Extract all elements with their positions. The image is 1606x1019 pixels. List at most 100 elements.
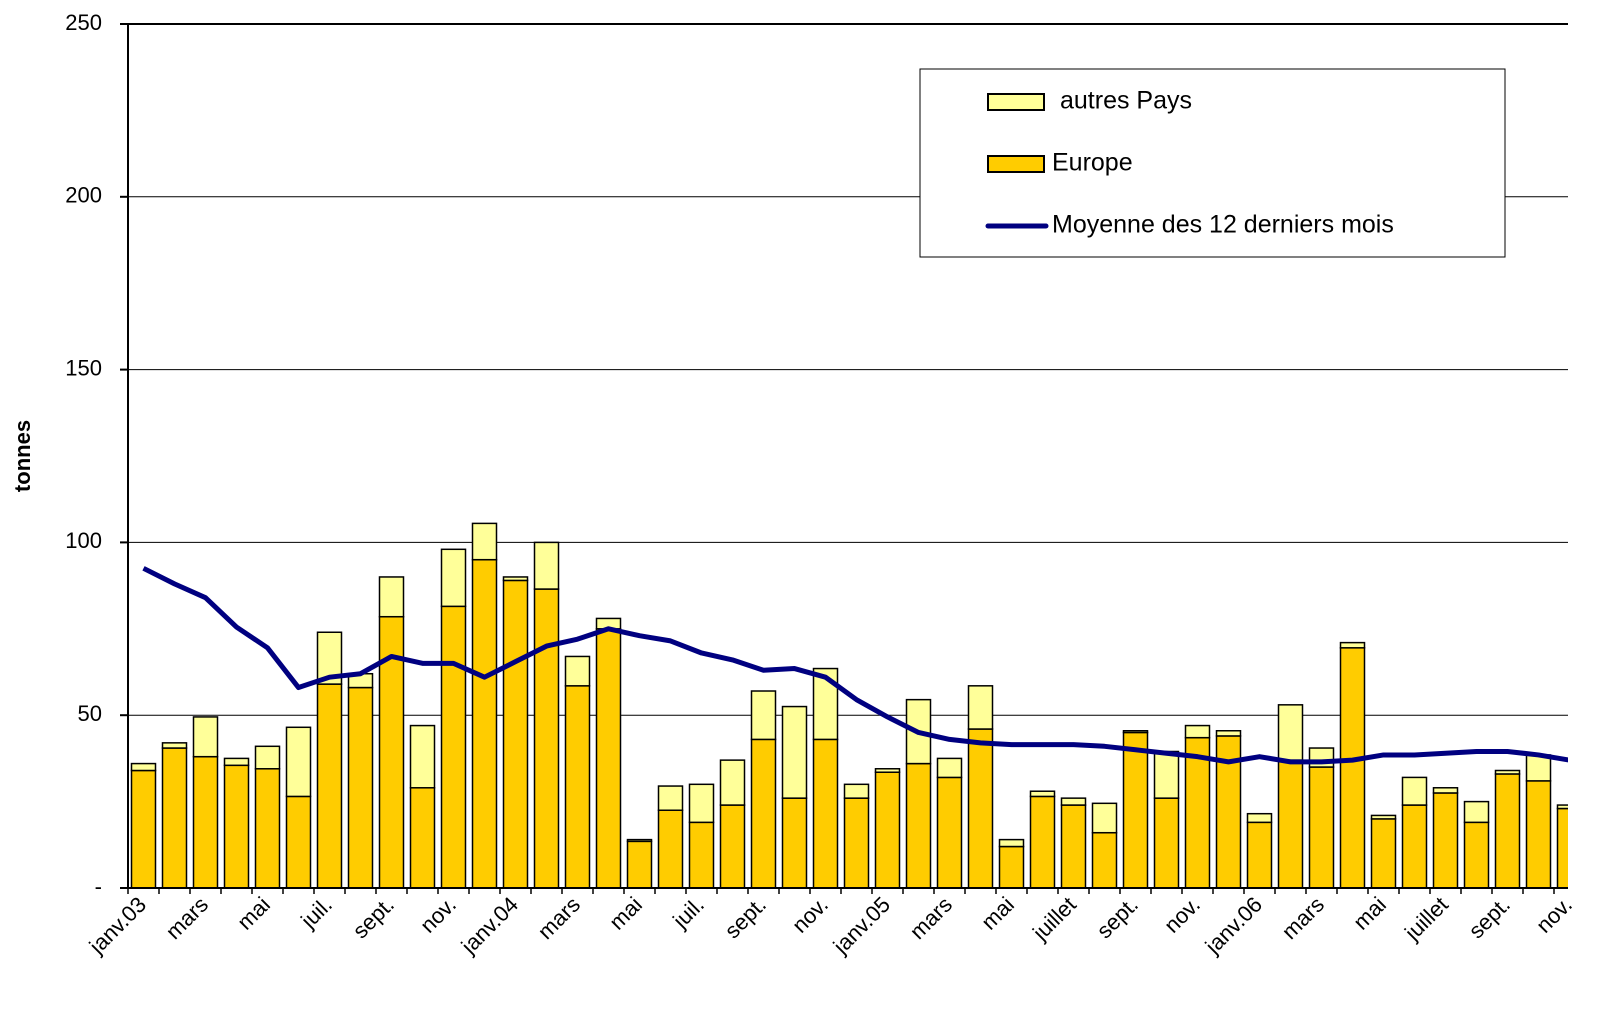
bar-segment xyxy=(967,685,994,730)
bar-segment xyxy=(1339,647,1366,889)
bar-segment xyxy=(1091,831,1118,889)
bar-segment xyxy=(1122,731,1149,889)
bar-segment xyxy=(843,783,870,799)
bar-segment xyxy=(285,795,312,889)
bar-segment xyxy=(1122,730,1149,734)
x-tick-label: juil. xyxy=(667,892,709,934)
bar-segment xyxy=(1060,797,1087,806)
bar-segment xyxy=(409,787,436,889)
bar-segment xyxy=(130,762,157,772)
bar-segment xyxy=(316,683,343,889)
bar-segment xyxy=(1463,800,1490,824)
bar-segment xyxy=(533,588,560,889)
x-tick-label: mars xyxy=(161,892,213,944)
x-tick-label: juillet xyxy=(1399,892,1453,946)
bar-segment xyxy=(471,558,498,889)
bar-segment xyxy=(471,522,498,561)
y-axis-label: tonnes xyxy=(10,420,35,492)
bar-segment xyxy=(750,690,777,741)
x-tick-label: mars xyxy=(905,892,957,944)
bar-segment xyxy=(409,724,436,789)
bar-segment xyxy=(781,797,808,889)
bar-segment xyxy=(1339,641,1366,649)
bar-segment xyxy=(1277,759,1304,889)
bar-segment xyxy=(1091,802,1118,834)
x-tick-label: janv.05 xyxy=(828,892,895,959)
bar-segment xyxy=(564,655,591,687)
bar-segment xyxy=(1153,797,1180,889)
x-tick-label: nov. xyxy=(415,892,461,938)
bar-segment xyxy=(967,728,994,889)
bar-segment xyxy=(223,757,250,767)
y-tick-label: 100 xyxy=(65,528,102,553)
bar-segment xyxy=(192,755,219,889)
bar-segment xyxy=(1060,804,1087,889)
bar-segment xyxy=(440,605,467,889)
bar-segment xyxy=(781,705,808,799)
bar-segment xyxy=(1401,776,1428,806)
bar-segment xyxy=(1525,754,1552,782)
x-tick-label: mai xyxy=(232,892,275,935)
x-tick-label: sept. xyxy=(1464,892,1515,943)
bar-segment xyxy=(161,742,188,749)
x-tick-label: mars xyxy=(1277,892,1329,944)
y-tick-label: 250 xyxy=(65,10,102,35)
x-tick-label: janv.03 xyxy=(84,892,151,959)
bar-segment xyxy=(130,769,157,889)
bar-segment xyxy=(161,747,188,889)
bar-segment xyxy=(285,726,312,798)
legend-swatch xyxy=(987,93,1045,111)
legend: autres Pays Europe Moyenne des 12 derniers… xyxy=(919,68,1506,258)
bar-segment xyxy=(595,628,622,889)
bar-segment xyxy=(688,783,715,824)
bar-segment xyxy=(254,768,281,889)
bar-segment xyxy=(874,771,901,889)
bar-segment xyxy=(192,716,219,758)
bar-segment xyxy=(378,576,405,618)
x-tick-label: juil. xyxy=(295,892,337,934)
bar-segment xyxy=(502,579,529,889)
bar-segment xyxy=(688,821,715,889)
bar-segment xyxy=(1029,790,1056,798)
bar-segment xyxy=(1153,750,1180,799)
bar-segment xyxy=(936,776,963,889)
x-tick-label: janv.04 xyxy=(456,892,523,959)
bar-segment xyxy=(1494,769,1521,775)
bar-segment xyxy=(1556,807,1568,889)
x-tick-label: mai xyxy=(1348,892,1391,935)
bar-segment xyxy=(1432,792,1459,889)
y-tick-label: - xyxy=(95,874,102,899)
bar-segment xyxy=(998,838,1025,848)
bar-segment xyxy=(502,576,529,582)
x-tick-label: sept. xyxy=(348,892,399,943)
bar-segment xyxy=(1494,773,1521,889)
bar-segment xyxy=(812,738,839,889)
x-tick-label: juillet xyxy=(1027,892,1081,946)
x-tick-label: mai xyxy=(976,892,1019,935)
bar-segment xyxy=(719,759,746,806)
bar-segment xyxy=(440,548,467,608)
bar-segment xyxy=(1432,787,1459,794)
legend-label: autres Pays xyxy=(1060,87,1192,115)
bar-segment xyxy=(1401,804,1428,889)
bar-segment xyxy=(1029,795,1056,889)
x-tick-label: mai xyxy=(604,892,647,935)
bar-segment xyxy=(1215,730,1242,737)
average-line xyxy=(142,566,1568,765)
legend-label: Europe xyxy=(1052,149,1133,177)
bar-segment xyxy=(1308,766,1335,889)
bar-segment xyxy=(1184,724,1211,739)
bar-segment xyxy=(1246,821,1273,889)
bar-segment xyxy=(533,541,560,590)
bar-segment xyxy=(1370,814,1397,820)
bar-segment xyxy=(657,785,684,811)
x-tick-label: sept. xyxy=(1092,892,1143,943)
bar-segment xyxy=(905,762,932,889)
x-tick-label: nov. xyxy=(787,892,833,938)
bar-segment xyxy=(626,840,653,889)
y-tick-label: 150 xyxy=(65,355,102,380)
legend-swatch xyxy=(987,155,1045,173)
x-tick-label: nov. xyxy=(1531,892,1577,938)
